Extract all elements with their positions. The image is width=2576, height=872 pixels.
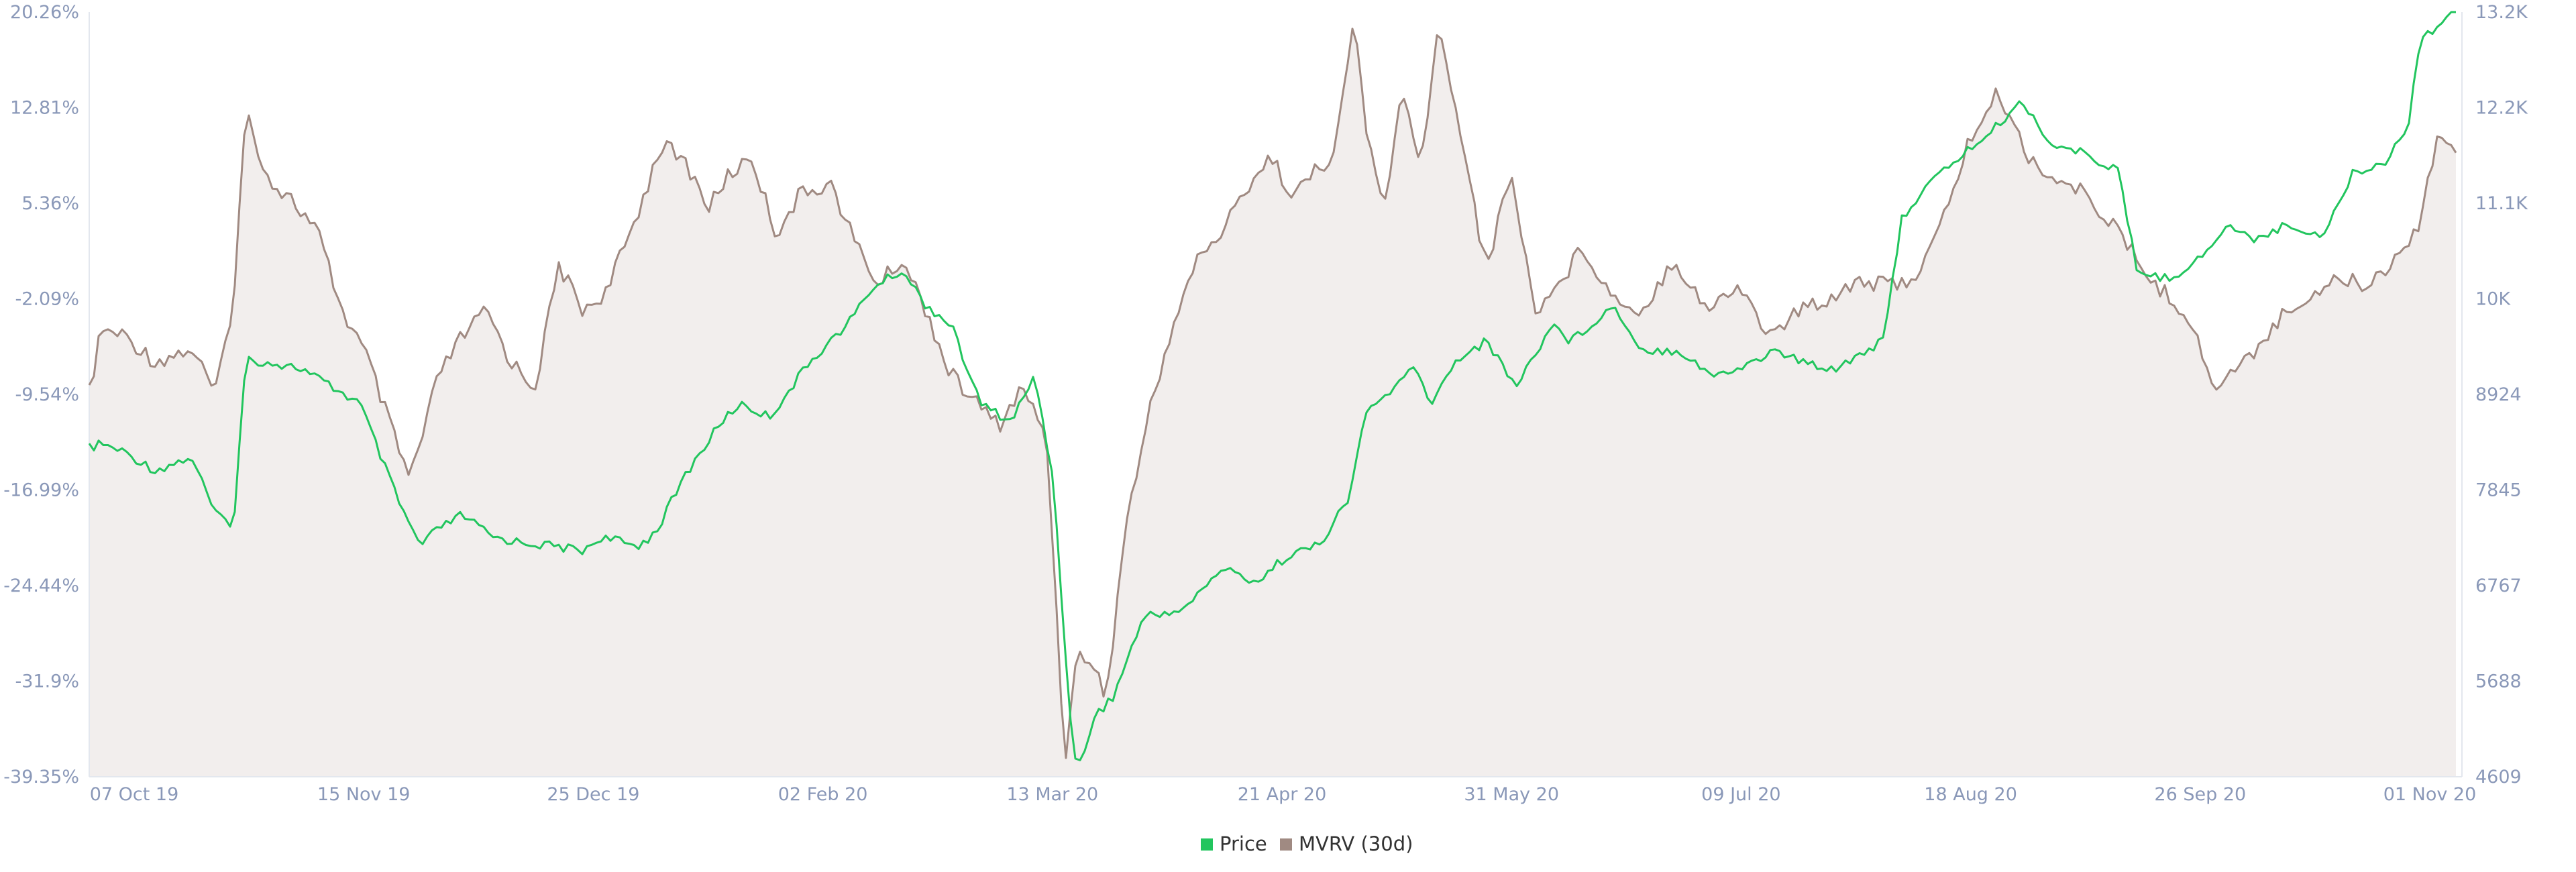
- y-left-tick-label: -31.9%: [15, 671, 79, 692]
- y-left-tick-label: 5.36%: [21, 193, 79, 214]
- y-right-tick-label: 7845: [2475, 480, 2522, 501]
- y-right-tick-label: 6767: [2475, 576, 2522, 596]
- x-tick-label: 15 Nov 19: [317, 784, 411, 805]
- legend: Price MVRV (30d): [1201, 832, 1413, 855]
- x-tick-label: 18 Aug 20: [1924, 784, 2017, 805]
- x-tick-label: 21 Apr 20: [1238, 784, 1327, 805]
- x-tick-label: 01 Nov 20: [2383, 784, 2477, 805]
- legend-swatch: [1280, 838, 1292, 851]
- y-left-tick-label: -2.09%: [15, 289, 79, 310]
- x-tick-label: 02 Feb 20: [778, 784, 868, 805]
- y-left-tick-label: -39.35%: [3, 767, 79, 787]
- y-right-tick-label: 12.2K: [2475, 98, 2528, 119]
- y-left-tick-label: -16.99%: [3, 480, 79, 501]
- legend-label: MVRV (30d): [1299, 832, 1413, 855]
- mvrv-area-layer: [89, 28, 2456, 777]
- x-tick-label: 13 Mar 20: [1006, 784, 1098, 805]
- mvrv-line: [88, 28, 2457, 759]
- y-left-tick-label: -9.54%: [15, 384, 79, 405]
- axis-layer: [89, 12, 2463, 777]
- price-line: [88, 11, 2456, 761]
- x-tick-label: 07 Oct 19: [90, 784, 179, 805]
- y-left-tick-label: 20.26%: [10, 2, 79, 23]
- y-right-tick-label: 11.1K: [2475, 193, 2528, 214]
- y-left-tick-label: -24.44%: [3, 576, 79, 596]
- x-tick-label: 25 Dec 19: [547, 784, 639, 805]
- series-lines-layer: [88, 11, 2457, 761]
- x-tick-label: 09 Jul 20: [1701, 784, 1780, 805]
- tick-labels-layer: 20.26% 12.81% 5.36% -2.09% -9.54% -16.99% -24.…: [3, 2, 2528, 805]
- y-right-tick-label: 5688: [2475, 671, 2522, 692]
- y-left-tick-label: 12.81%: [10, 98, 79, 119]
- y-right-tick-label: 8924: [2475, 384, 2522, 405]
- y-right-tick-label: 13.2K: [2475, 2, 2528, 23]
- x-tick-label: 26 Sep 20: [2154, 784, 2246, 805]
- y-right-tick-label: 4609: [2475, 767, 2522, 787]
- mvrv-area: [89, 28, 2456, 777]
- legend-swatch: [1201, 838, 1213, 851]
- legend-label: Price: [1220, 832, 1267, 855]
- y-right-tick-label: 10K: [2475, 289, 2511, 310]
- x-tick-label: 31 May 20: [1464, 784, 1559, 805]
